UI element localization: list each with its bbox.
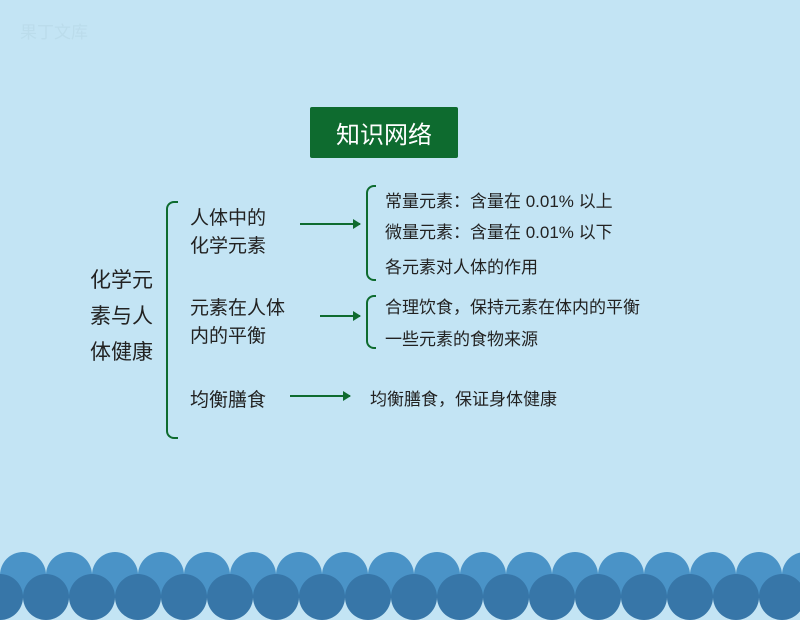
- bracket-sub2: [366, 295, 376, 349]
- arrow-icon: [300, 223, 360, 225]
- l2b-line2: 内的平衡: [190, 323, 285, 351]
- l2a-line2: 化学元素: [190, 233, 266, 261]
- root-line2: 素与人: [90, 299, 153, 335]
- leaf-food-source: 一些元素的食物来源: [385, 325, 538, 355]
- root-line1: 化学元: [90, 263, 153, 299]
- l2b-line1: 元素在人体: [190, 295, 285, 323]
- wave-row-front: [0, 574, 777, 620]
- leaf-element-function: 各元素对人体的作用: [385, 253, 538, 283]
- leaf-health: 均衡膳食，保证身体健康: [370, 385, 557, 415]
- leaf-diet-balance: 合理饮食，保持元素在体内的平衡: [385, 293, 640, 323]
- leaf-trace-element: 微量元素：含量在 0.01% 以下: [385, 218, 613, 248]
- bracket-sub1: [366, 185, 376, 281]
- arrow-icon: [320, 315, 360, 317]
- leaf-macro-element: 常量元素：含量在 0.01% 以上: [385, 187, 613, 217]
- node-element-balance: 元素在人体 内的平衡: [190, 295, 285, 351]
- root-line3: 体健康: [90, 335, 153, 371]
- watermark: 果丁文库: [20, 18, 88, 43]
- node-balanced-diet: 均衡膳食: [190, 387, 266, 415]
- bracket-main: [166, 201, 178, 439]
- knowledge-network-diagram: 化学元 素与人 体健康 人体中的 化学元素 元素在人体 内的平衡 均衡膳食 常量…: [90, 195, 730, 455]
- wave-decoration: [0, 556, 800, 600]
- node-chemical-elements: 人体中的 化学元素: [190, 205, 266, 261]
- root-node: 化学元 素与人 体健康: [90, 263, 153, 371]
- l2a-line1: 人体中的: [190, 205, 266, 233]
- title-box: 知识网络: [310, 107, 458, 158]
- arrow-icon: [290, 395, 350, 397]
